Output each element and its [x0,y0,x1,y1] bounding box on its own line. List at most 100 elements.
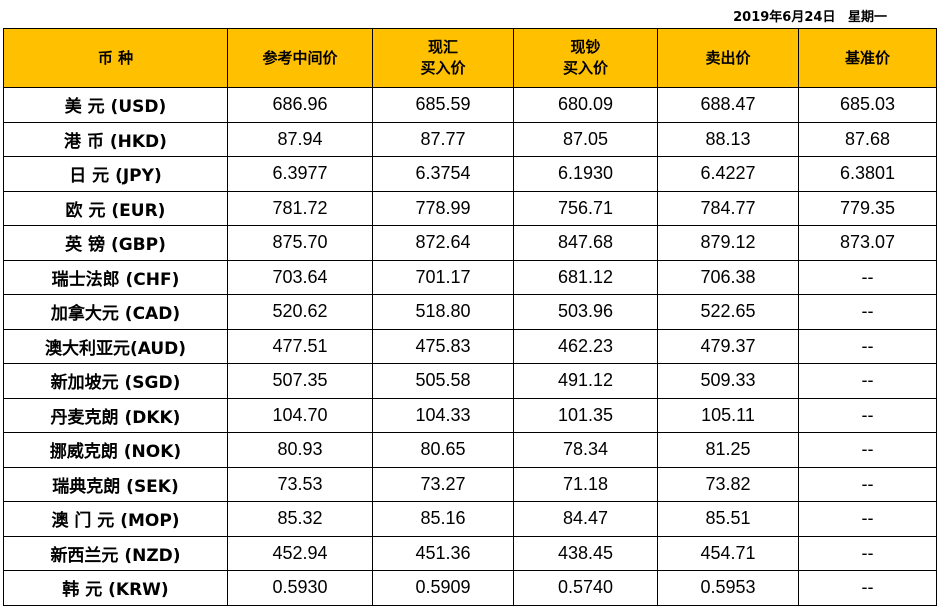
spot-buying-rate-cell: 872.64 [372,225,514,261]
reference-middle-rate-cell: 477.51 [227,328,373,364]
currency-name-cell: 澳 门 元 (MOP) [3,501,228,537]
reference-middle-rate-cell: 781.72 [227,190,373,226]
cash-buying-rate-cell: 847.68 [513,225,658,261]
reference-middle-rate-cell: 875.70 [227,225,373,261]
header-row: 币 种参考中间价 现汇 买入价 现钞 买入价 卖出价 基准价 [3,28,937,88]
header-label: 现汇 [427,38,458,56]
currency-name-cell: 瑞士法郎 (CHF) [3,259,228,295]
benchmark-rate-cell: -- [798,466,937,502]
selling-rate-cell: 879.12 [657,225,799,261]
currency-name-cell: 挪威克朗 (NOK) [3,432,228,468]
header-cash-buying: 现钞 买入价 [513,28,658,88]
currency-name-cell: 加拿大元 (CAD) [3,294,228,330]
cash-buying-rate-cell: 462.23 [513,328,658,364]
cash-buying-rate-cell: 78.34 [513,432,658,468]
cash-buying-rate-cell: 491.12 [513,363,658,399]
header-label: 基准价 [844,48,890,67]
spot-buying-rate-cell: 87.77 [372,121,514,157]
reference-middle-rate-cell: 452.94 [227,535,373,571]
table-row: 丹麦克朗 (DKK) 104.70 104.33 101.35 105.11 -- [3,397,937,433]
exchange-rate-table: 币 种参考中间价 现汇 买入价 现钞 买入价 卖出价 基准价 美 元 (USD) 686.96… [3,28,937,606]
selling-rate-cell: 105.11 [657,397,799,433]
benchmark-rate-cell: -- [798,363,937,399]
currency-name-cell: 澳大利亚元(AUD) [3,328,228,364]
date-text: 2019年6月24日 [733,10,836,25]
benchmark-rate-cell: -- [798,294,937,330]
spot-buying-rate-cell: 80.65 [372,432,514,468]
benchmark-rate-cell: 779.35 [798,190,937,226]
reference-middle-rate-cell: 73.53 [227,466,373,502]
cash-buying-rate-cell: 503.96 [513,294,658,330]
table-row: 瑞士法郎 (CHF) 703.64 701.17 681.12 706.38 -- [3,259,937,295]
spot-buying-rate-cell: 104.33 [372,397,514,433]
reference-middle-rate-cell: 80.93 [227,432,373,468]
selling-rate-cell: 6.4227 [657,156,799,192]
table-body: 美 元 (USD) 686.96 685.59 680.09 688.47 685.03 港… [3,87,937,606]
table-row: 韩 元 (KRW) 0.5930 0.5909 0.5740 0.5953 -- [3,570,937,606]
reference-middle-rate-cell: 686.96 [227,87,373,123]
spot-buying-rate-cell: 73.27 [372,466,514,502]
cash-buying-rate-cell: 101.35 [513,397,658,433]
currency-name-cell: 新加坡元 (SGD) [3,363,228,399]
selling-rate-cell: 88.13 [657,121,799,157]
weekday-text: 星期一 [847,10,887,25]
reference-middle-rate-cell: 6.3977 [227,156,373,192]
spot-buying-rate-cell: 778.99 [372,190,514,226]
currency-name-cell: 港 币 (HKD) [3,121,228,157]
table-row: 澳大利亚元(AUD) 477.51 475.83 462.23 479.37 -- [3,328,937,364]
spot-buying-rate-cell: 6.3754 [372,156,514,192]
cash-buying-rate-cell: 756.71 [513,190,658,226]
cash-buying-rate-cell: 681.12 [513,259,658,295]
date-line: 2019年6月24日 星期一 [733,6,887,25]
table-row: 英 镑 (GBP) 875.70 872.64 847.68 879.12 873.07 [3,225,937,261]
spot-buying-rate-cell: 701.17 [372,259,514,295]
header-benchmark: 基准价 [798,28,937,88]
currency-name-cell: 英 镑 (GBP) [3,225,228,261]
reference-middle-rate-cell: 0.5930 [227,570,373,606]
selling-rate-cell: 509.33 [657,363,799,399]
spot-buying-rate-cell: 451.36 [372,535,514,571]
selling-rate-cell: 73.82 [657,466,799,502]
benchmark-rate-cell: -- [798,501,937,537]
selling-rate-cell: 0.5953 [657,570,799,606]
header-label: 买入价 [420,59,466,77]
table-row: 瑞典克朗 (SEK) 73.53 73.27 71.18 73.82 -- [3,466,937,502]
reference-middle-rate-cell: 703.64 [227,259,373,295]
selling-rate-cell: 479.37 [657,328,799,364]
selling-rate-cell: 522.65 [657,294,799,330]
currency-name-cell: 瑞典克朗 (SEK) [3,466,228,502]
header-label: 币 种 [97,48,134,67]
cash-buying-rate-cell: 438.45 [513,535,658,571]
cash-buying-rate-cell: 71.18 [513,466,658,502]
table-row: 欧 元 (EUR) 781.72 778.99 756.71 784.77 779.35 [3,190,937,226]
benchmark-rate-cell: -- [798,432,937,468]
table-row: 新加坡元 (SGD) 507.35 505.58 491.12 509.33 -- [3,363,937,399]
reference-middle-rate-cell: 85.32 [227,501,373,537]
table-row: 港 币 (HKD) 87.94 87.77 87.05 88.13 87.68 [3,121,937,157]
table-row: 加拿大元 (CAD) 520.62 518.80 503.96 522.65 -- [3,294,937,330]
cash-buying-rate-cell: 87.05 [513,121,658,157]
benchmark-rate-cell: -- [798,570,937,606]
benchmark-rate-cell: -- [798,328,937,364]
currency-name-cell: 韩 元 (KRW) [3,570,228,606]
table-row: 日 元 (JPY) 6.3977 6.3754 6.1930 6.4227 6.3801 [3,156,937,192]
selling-rate-cell: 706.38 [657,259,799,295]
header-currency: 币 种 [3,28,228,88]
spot-buying-rate-cell: 0.5909 [372,570,514,606]
cash-buying-rate-cell: 6.1930 [513,156,658,192]
selling-rate-cell: 85.51 [657,501,799,537]
table-header: 币 种参考中间价 现汇 买入价 现钞 买入价 卖出价 基准价 [3,28,937,88]
spot-buying-rate-cell: 475.83 [372,328,514,364]
benchmark-rate-cell: 685.03 [798,87,937,123]
benchmark-rate-cell: -- [798,397,937,433]
benchmark-rate-cell: 87.68 [798,121,937,157]
table-row: 挪威克朗 (NOK) 80.93 80.65 78.34 81.25 -- [3,432,937,468]
table-row: 美 元 (USD) 686.96 685.59 680.09 688.47 685.03 [3,87,937,123]
benchmark-rate-cell: -- [798,259,937,295]
spot-buying-rate-cell: 518.80 [372,294,514,330]
selling-rate-cell: 454.71 [657,535,799,571]
header-label: 参考中间价 [262,48,338,67]
benchmark-rate-cell: 873.07 [798,225,937,261]
cash-buying-rate-cell: 680.09 [513,87,658,123]
header-label: 买入价 [562,59,608,77]
